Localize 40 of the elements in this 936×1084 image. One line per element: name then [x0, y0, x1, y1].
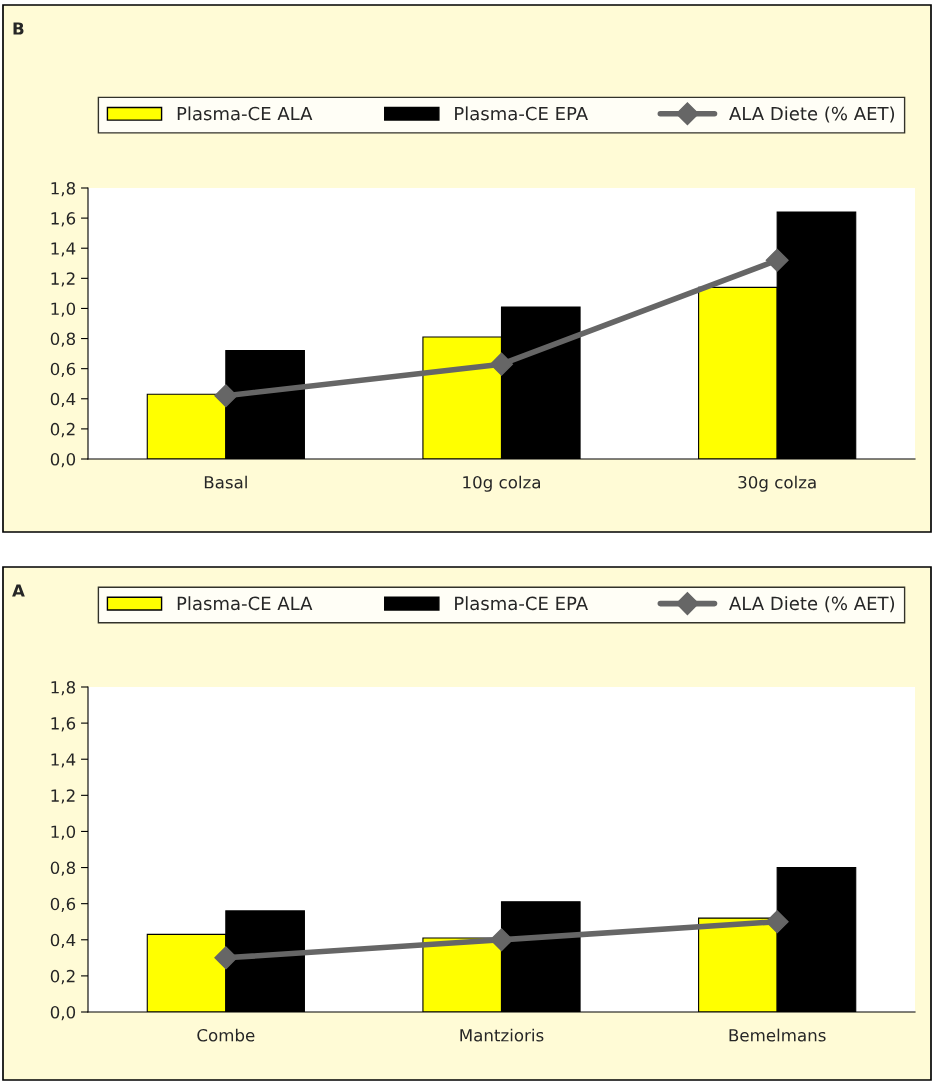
y-tick-label: 1,6 [51, 212, 76, 227]
y-tick-label: 0,6 [50, 362, 76, 377]
point [765, 910, 789, 934]
x-tick-label: Mantzioris [460, 1028, 544, 1042]
x-tick-label: 30g colza [738, 475, 816, 492]
x-tick-label: Basal [204, 475, 247, 489]
y-tick-label: 1,2 [51, 789, 75, 804]
y-tick-label: 0,4 [50, 392, 76, 408]
y-tick-label: 0,8 [50, 861, 76, 876]
legend-label: Plasma-CE EPA [455, 596, 588, 611]
legend-label: Plasma-CE EPA [455, 106, 588, 121]
legend-label: Plasma-CE ALA [177, 106, 313, 121]
legend-label: Plasma-CE ALA [177, 596, 313, 611]
y-tick-label: 0,6 [50, 897, 76, 912]
x-tick-label: Bemelmans [729, 1028, 826, 1042]
x-tick-label: Combe [197, 1028, 255, 1042]
y-tick-label: 1,4 [51, 753, 76, 768]
point [490, 352, 513, 376]
point [490, 928, 513, 952]
y-tick-label: 1,6 [51, 717, 76, 732]
y-tick-label: 1,8 [51, 181, 76, 197]
x-tick-label: 10g colza [463, 475, 541, 492]
point [765, 248, 789, 272]
legend-label: ALA Diete (% AET) [729, 106, 895, 123]
y-tick-label: 1,2 [51, 272, 75, 287]
legend-label: ALA Diete (% AET) [729, 596, 895, 613]
y-tick-label: 0,0 [50, 1005, 76, 1021]
y-tick-label: 1,8 [51, 680, 76, 696]
text: B [13, 22, 24, 35]
y-tick-label: 1,0 [51, 825, 76, 840]
y-tick-label: 0,2 [50, 969, 75, 985]
point [214, 384, 238, 408]
point [214, 946, 238, 970]
y-tick-label: 0,0 [50, 452, 76, 468]
y-tick-label: 0,8 [50, 332, 76, 347]
y-tick-label: 1,0 [51, 302, 76, 317]
text: A [12, 584, 25, 597]
y-tick-label: 0,2 [50, 422, 75, 438]
y-tick-label: 1,4 [51, 242, 76, 257]
y-tick-label: 0,4 [50, 933, 76, 949]
